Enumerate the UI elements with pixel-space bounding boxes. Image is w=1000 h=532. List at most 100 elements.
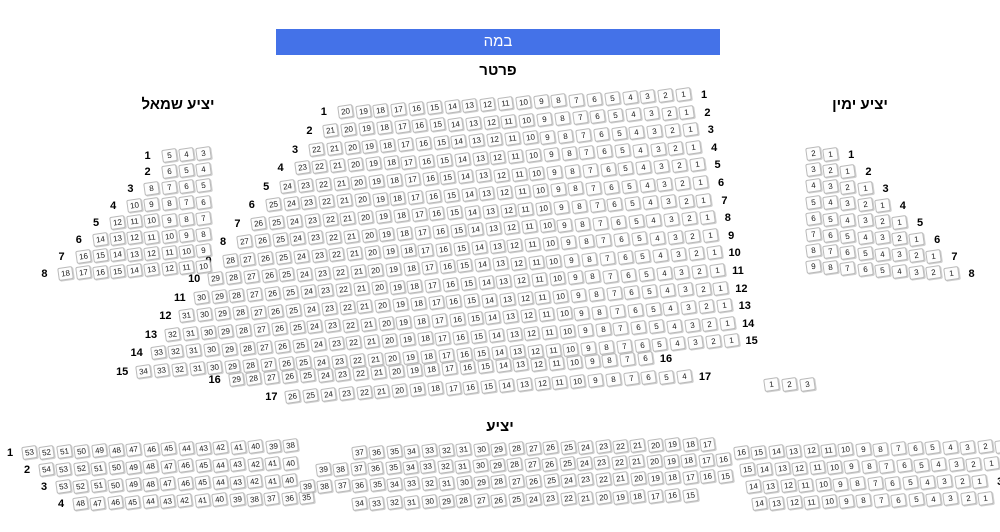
seat[interactable]: 39 [264,438,282,454]
seat[interactable]: 47 [159,476,177,492]
seat[interactable]: 15 [750,444,768,460]
seat[interactable]: 39 [315,462,332,477]
seat[interactable]: 53 [21,445,38,460]
seat[interactable]: 31 [455,442,473,458]
seat[interactable]: 27 [507,473,525,489]
seat[interactable]: 30 [471,458,489,474]
seat[interactable]: 27 [523,456,541,472]
seat[interactable]: 11 [803,494,821,510]
seat[interactable]: 38 [282,438,299,454]
seat[interactable]: 38 [316,478,334,494]
seat[interactable]: 26 [525,473,543,489]
seat[interactable]: 44 [211,474,229,490]
seat[interactable]: 16 [699,469,717,485]
seat[interactable]: 33 [368,495,386,511]
seat[interactable]: 37 [349,461,367,477]
seat[interactable]: 18 [629,489,647,505]
seat[interactable]: 13 [773,461,791,477]
seat[interactable]: 37 [351,445,368,460]
seat[interactable]: 37 [263,491,281,507]
seat[interactable]: 22 [612,438,629,454]
seat[interactable]: 5 [913,457,930,473]
seat[interactable]: 2 [953,473,971,489]
seat[interactable]: 27 [472,493,490,509]
seat[interactable]: 24 [525,491,542,507]
seat[interactable]: 51 [55,444,73,460]
seat[interactable]: 9 [843,459,861,475]
seat[interactable]: 5 [924,440,942,456]
seat[interactable]: 26 [542,440,560,456]
seat[interactable]: 15 [739,462,756,477]
seat[interactable]: 17 [699,436,716,452]
seat[interactable]: 14 [751,496,768,511]
seat[interactable]: 21 [577,490,595,506]
seat[interactable]: 45 [124,494,142,510]
seat[interactable]: 16 [664,488,682,504]
seat[interactable]: 29 [489,457,506,473]
seat[interactable]: 43 [229,457,247,473]
seat[interactable]: 40 [281,473,299,489]
seat[interactable]: 45 [194,457,212,473]
seat[interactable]: 24 [560,472,577,488]
seat[interactable]: 41 [193,492,211,508]
seat[interactable]: 25 [542,473,560,489]
seat[interactable]: 19 [663,453,680,469]
seat[interactable]: 38 [332,461,350,477]
seat[interactable]: 48 [108,442,125,458]
seat[interactable]: 28 [490,474,508,490]
seat[interactable]: 42 [176,493,194,509]
seat[interactable]: 53 [55,461,73,477]
seat[interactable]: 15 [716,468,734,484]
seat[interactable]: 9 [854,442,872,458]
seat[interactable]: 38 [246,491,263,507]
seat[interactable]: 36 [351,477,369,493]
seat[interactable]: 45 [194,475,212,491]
seat[interactable]: 9 [838,493,855,509]
seat[interactable]: 33 [419,459,437,475]
seat[interactable]: 42 [212,440,230,456]
seat[interactable]: 14 [756,461,774,477]
seat[interactable]: 3 [959,439,977,455]
seat[interactable]: 48 [72,496,89,511]
seat[interactable]: 6 [884,475,902,491]
seat[interactable]: 44 [212,457,229,473]
seat[interactable]: 34 [386,476,403,492]
seat[interactable]: 36 [368,444,386,460]
seat[interactable]: 48 [142,476,159,492]
seat[interactable]: 19 [612,489,629,505]
seat[interactable]: 12 [779,478,797,494]
seat[interactable]: 1 [971,473,989,489]
seat[interactable]: 12 [785,495,803,511]
seat[interactable]: 15 [681,488,699,503]
seat[interactable]: 6 [895,458,913,474]
seat[interactable]: 52 [72,461,90,477]
seat[interactable]: 26 [541,456,559,472]
seat[interactable]: 22 [559,490,577,506]
seat[interactable]: 7 [872,493,890,509]
seat[interactable]: 47 [125,442,143,458]
seat[interactable]: 41 [263,473,281,489]
seat[interactable]: 12 [802,443,820,459]
seat[interactable]: 23 [593,455,611,471]
seat[interactable]: 43 [195,440,212,456]
seat[interactable]: 49 [124,477,142,493]
seat[interactable]: 44 [177,440,195,456]
seat[interactable]: 4 [941,439,959,455]
seat[interactable]: 8 [855,493,873,509]
seat[interactable]: 43 [229,474,246,490]
seat[interactable]: 30 [472,442,490,458]
seat[interactable]: 49 [90,443,108,459]
seat[interactable]: 17 [646,488,664,504]
seat[interactable]: 7 [889,441,907,457]
seat[interactable]: 1 [982,456,1000,472]
seat[interactable]: 22 [610,454,628,470]
seat[interactable]: 24 [577,439,595,455]
seat[interactable]: 23 [577,472,595,488]
seat[interactable]: 21 [628,454,646,470]
seat[interactable]: 13 [768,495,786,511]
seat[interactable]: 4 [919,474,936,490]
seat[interactable]: 3 [942,491,960,507]
seat[interactable]: 40 [211,492,229,508]
seat[interactable]: 30 [455,475,473,491]
seat[interactable]: 39 [299,479,316,494]
